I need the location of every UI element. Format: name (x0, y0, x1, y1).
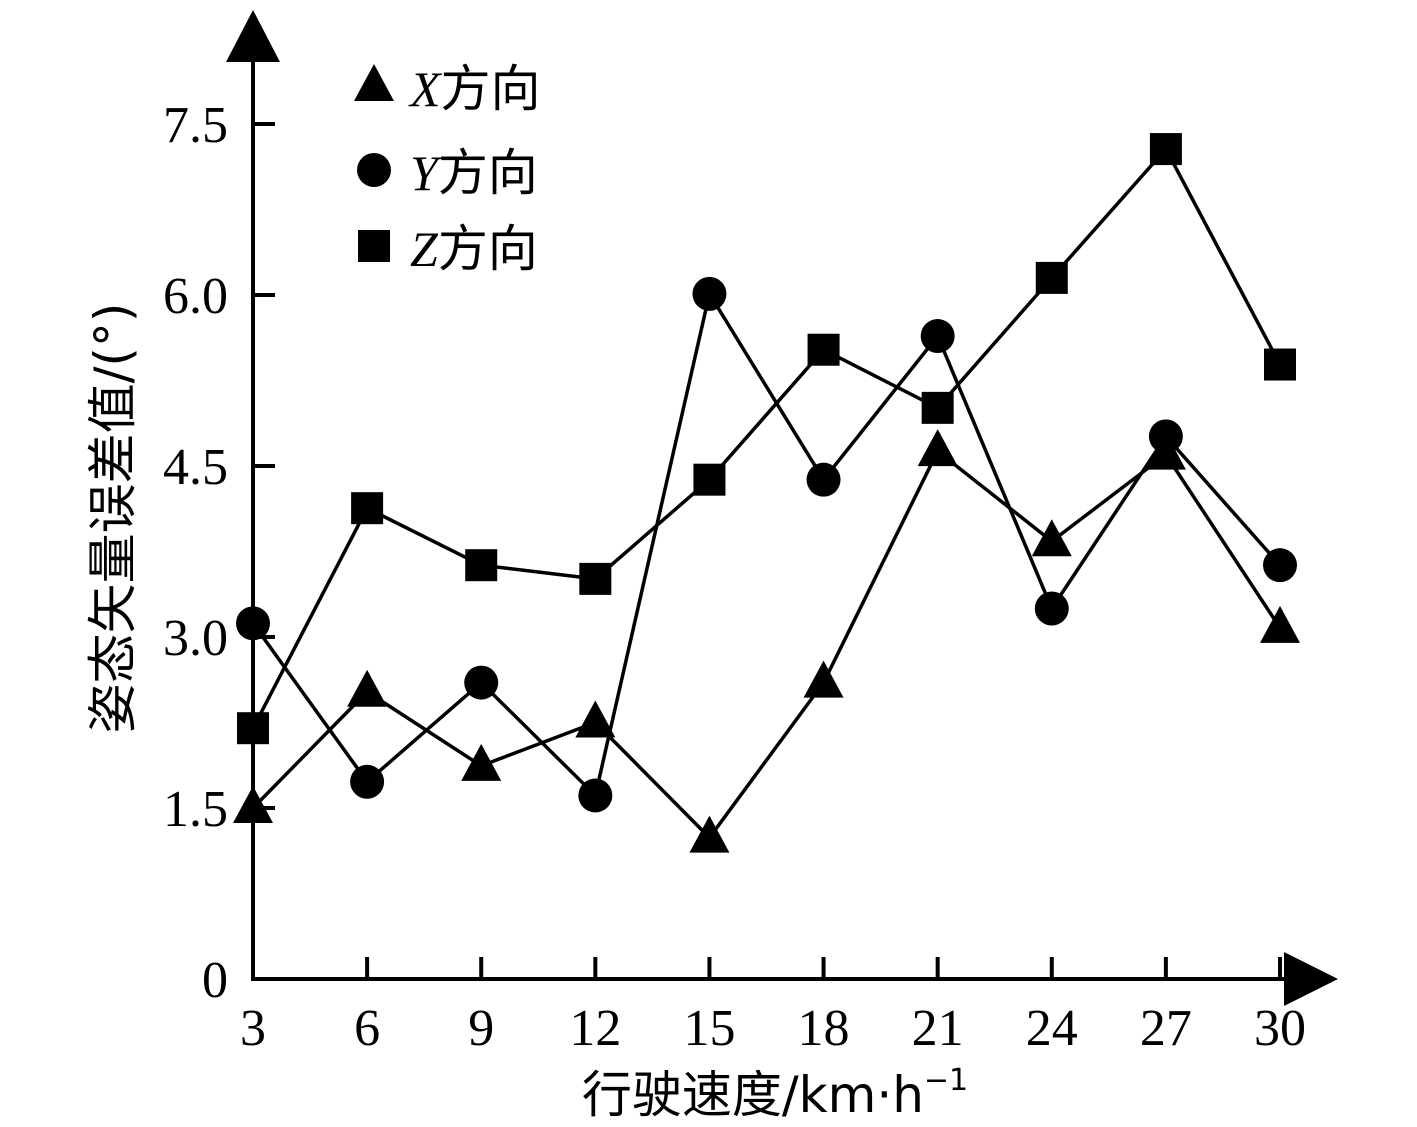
series-z-point (1149, 133, 1182, 166)
legend-item-x: X方向 (354, 60, 541, 118)
x-axis-arrow (1284, 952, 1338, 1006)
legend: X方向 Y方向 Z方向 (354, 60, 541, 278)
series-y-point (578, 778, 613, 813)
series-z-point (465, 549, 498, 582)
series-y-point (692, 276, 727, 311)
x-tick-label: 15 (683, 1000, 735, 1057)
y-tick-label: 3.0 (163, 610, 228, 667)
series-y-point (350, 764, 385, 799)
y-axis-title: 姿态矢量误差值/(°) (84, 303, 142, 734)
x-tick-label: 27 (1140, 1000, 1192, 1057)
series-y-point (464, 665, 499, 700)
series-x-point (461, 743, 502, 781)
x-axis-title: 行驶速度/km·h−1 (582, 1063, 968, 1124)
series-z-point (237, 712, 269, 745)
series-x-point (803, 660, 844, 698)
series-z-point (1035, 261, 1068, 294)
x-tick-label: 18 (798, 1000, 850, 1057)
legend-marker-x (354, 64, 394, 101)
series-z (237, 133, 1296, 745)
series-z-point (579, 562, 612, 595)
series-x (233, 429, 1300, 853)
series-y-point (236, 606, 270, 641)
y-axis-arrow (226, 10, 280, 62)
series-x-line (251, 448, 1282, 841)
y-tick-label: 1.5 (163, 781, 228, 838)
series-y (236, 276, 1297, 813)
series-y-point (1034, 591, 1069, 626)
axes: 0 1.5 3.0 4.5 6.0 7.5 3 6 9 12 15 18 21 24 27 30 (163, 10, 1338, 1057)
series-z-point (921, 391, 954, 424)
x-tick-label: 30 (1254, 1000, 1306, 1057)
y-tick-label: 0 (202, 952, 228, 1009)
series-x-point (575, 700, 616, 738)
legend-label-z: Z方向 (410, 220, 538, 278)
series-layer (233, 133, 1300, 853)
legend-item-z: Z方向 (358, 220, 538, 278)
series-x-point (1031, 519, 1072, 557)
series-z-point (807, 333, 840, 366)
y-tick-label: 7.5 (163, 97, 228, 154)
series-x-point (233, 786, 273, 823)
series-x-point (1260, 605, 1300, 643)
x-tick-label: 9 (468, 1000, 494, 1057)
legend-label-x: X方向 (408, 60, 541, 118)
legend-item-y: Y方向 (357, 144, 538, 202)
legend-label-y: Y方向 (410, 144, 538, 202)
series-y-line (251, 289, 1282, 799)
series-y-point (806, 462, 841, 497)
series-z-point (351, 492, 384, 525)
x-tick-label: 12 (569, 1000, 621, 1057)
series-x-point (347, 669, 388, 707)
y-tick-label: 4.5 (163, 439, 228, 496)
series-x-point (689, 815, 730, 853)
series-z-point (693, 463, 726, 496)
legend-marker-y (357, 153, 391, 187)
series-y-point (1263, 548, 1297, 583)
series-y-point (920, 319, 955, 354)
y-tick-label: 6.0 (163, 268, 228, 325)
series-x-point (917, 429, 958, 467)
x-tick-label: 3 (240, 1000, 266, 1057)
series-y-point (1148, 419, 1183, 454)
x-tick-label: 24 (1026, 1000, 1078, 1057)
legend-marker-z (358, 230, 390, 262)
x-tick-label: 6 (354, 1000, 380, 1057)
series-z-line (251, 146, 1282, 730)
series-z-point (1264, 348, 1296, 381)
x-tick-label: 21 (912, 1000, 964, 1057)
